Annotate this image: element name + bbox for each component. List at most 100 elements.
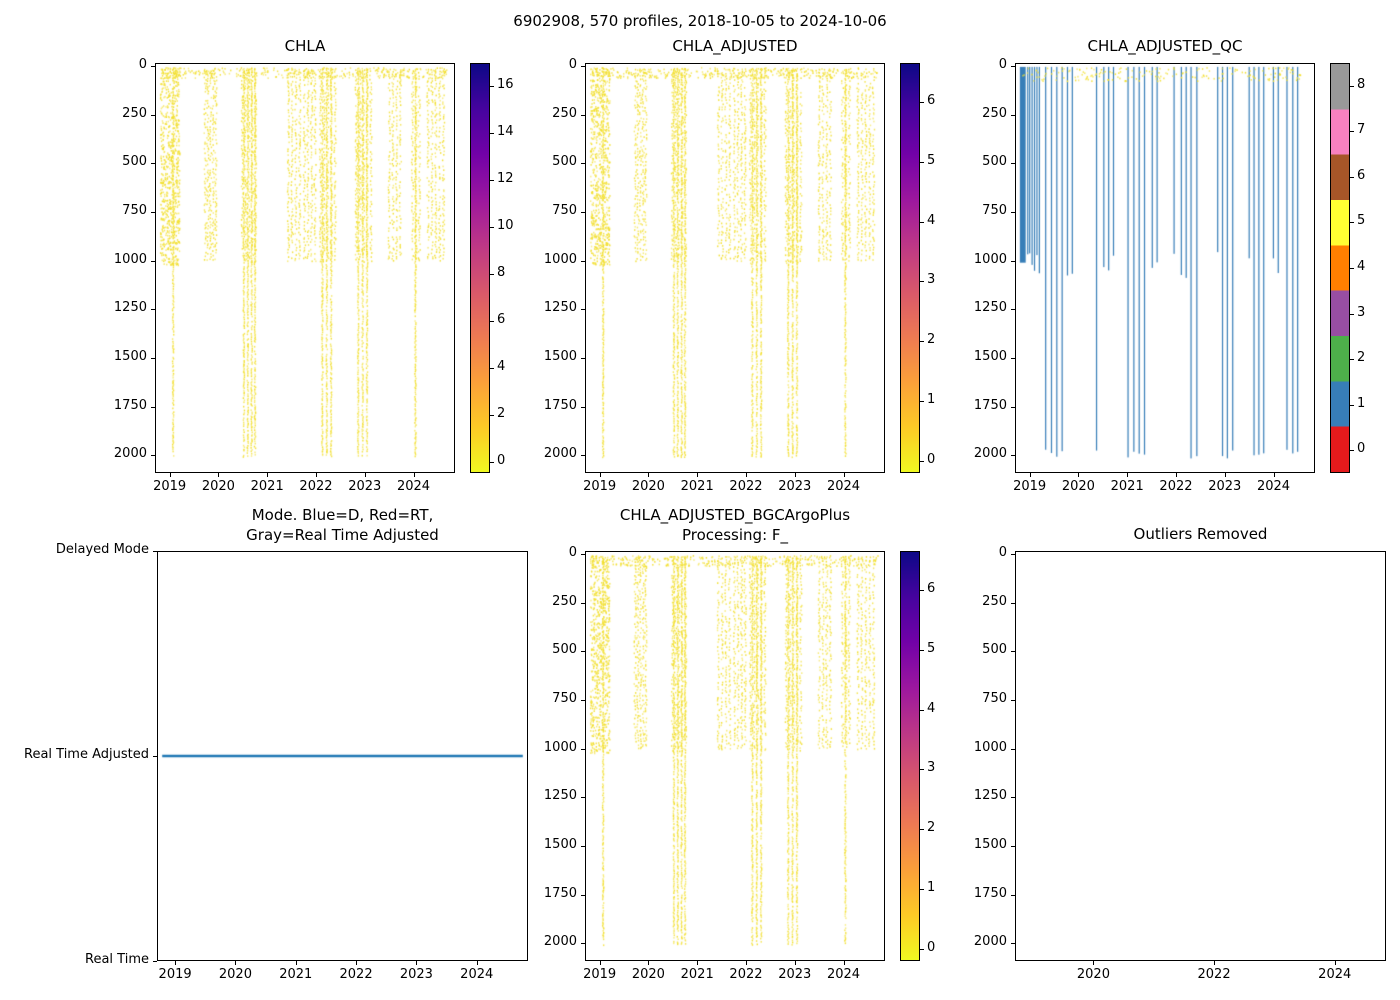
subplot-title: Outliers Removed — [1133, 525, 1268, 543]
y-tick-label: 750 — [552, 203, 577, 218]
tick-mark — [920, 341, 924, 343]
plot-area — [585, 63, 885, 473]
plot-canvas — [1016, 64, 1314, 472]
y-tick-label: 250 — [122, 105, 147, 121]
colorbar-tick-label: 1 — [927, 880, 936, 896]
colorbar-tick-label: 8 — [1357, 76, 1366, 92]
tick-mark — [581, 114, 585, 116]
tick-mark — [151, 260, 155, 262]
tick-mark — [581, 65, 585, 67]
y-category-label: Real Time — [85, 952, 149, 967]
x-tick-label: 2024 — [826, 967, 861, 982]
plot-area — [1015, 551, 1386, 961]
y-tick-label: 1250 — [543, 300, 577, 316]
tick-mark — [151, 163, 155, 165]
x-tick-label: 2024 — [826, 479, 861, 494]
y-tick-label: 2000 — [113, 446, 147, 462]
tick-mark — [1011, 406, 1015, 408]
colorbar — [470, 63, 490, 473]
tick-mark — [1078, 473, 1080, 477]
colorbar-tick-label: 10 — [497, 218, 514, 234]
colorbar-tick-label: 0 — [927, 452, 936, 468]
y-tick-label: 1250 — [113, 300, 147, 316]
colorbar-tick-label: 7 — [1357, 122, 1366, 138]
tick-mark — [490, 133, 494, 135]
y-tick-label: 0 — [568, 544, 577, 560]
y-tick-label: 1500 — [543, 837, 577, 853]
plot-area — [155, 63, 455, 473]
plot-canvas — [1016, 552, 1385, 960]
y-tick-label: 750 — [982, 203, 1007, 218]
tick-mark — [490, 321, 494, 323]
tick-mark — [920, 889, 924, 891]
x-tick-label: 2020 — [1076, 967, 1110, 982]
figure-suptitle: 6902908, 570 profiles, 2018-10-05 to 202… — [513, 12, 887, 30]
tick-mark — [581, 700, 585, 701]
y-tick-label: 500 — [552, 642, 577, 658]
x-tick-label: 2021 — [279, 967, 313, 982]
tick-mark — [151, 406, 155, 408]
tick-mark — [490, 274, 494, 276]
tick-mark — [1011, 894, 1015, 896]
y-tick-label: 500 — [122, 154, 147, 170]
colorbar-tick-label: 3 — [927, 760, 936, 776]
x-tick-label: 2022 — [729, 479, 763, 494]
tick-mark — [1334, 961, 1336, 965]
y-tick-label: 1000 — [543, 251, 577, 267]
x-tick-label: 2023 — [1208, 479, 1242, 494]
tick-mark — [490, 415, 494, 417]
y-tick-label: 500 — [552, 154, 577, 170]
x-tick-label: 2024 — [1256, 479, 1291, 494]
x-tick-label: 2024 — [396, 479, 431, 494]
x-tick-label: 2019 — [158, 967, 192, 982]
x-tick-label: 2021 — [250, 479, 284, 494]
tick-mark — [267, 473, 269, 477]
colorbar-tick-label: 14 — [497, 124, 514, 140]
tick-mark — [490, 86, 494, 88]
tick-mark — [920, 949, 924, 951]
tick-mark — [1011, 700, 1015, 701]
y-tick-label: 2000 — [543, 446, 577, 462]
plot-area — [585, 551, 885, 961]
plot-area — [1015, 63, 1315, 473]
tick-mark — [1350, 222, 1354, 224]
colorbar-tick-label: 2 — [927, 820, 936, 836]
tick-mark — [1011, 553, 1015, 555]
y-tick-label: 0 — [568, 56, 577, 72]
y-tick-label: 0 — [138, 56, 147, 72]
tick-mark — [1011, 748, 1015, 750]
x-tick-label: 2022 — [729, 967, 763, 982]
colorbar-tick-label: 4 — [1357, 259, 1366, 274]
tick-mark — [151, 455, 155, 457]
tick-mark — [648, 961, 650, 965]
tick-mark — [1350, 85, 1354, 87]
tick-mark — [920, 281, 924, 283]
tick-mark — [153, 551, 157, 552]
y-tick-label: 250 — [982, 105, 1007, 121]
y-tick-label: 1750 — [113, 397, 147, 413]
tick-mark — [581, 602, 585, 604]
tick-mark — [581, 309, 585, 311]
tick-mark — [581, 455, 585, 457]
y-category-label: Delayed Mode — [55, 542, 149, 557]
tick-mark — [1175, 473, 1177, 477]
y-tick-label: 1000 — [543, 739, 577, 755]
colorbar-tick-label: 2 — [1357, 350, 1366, 366]
x-tick-label: 2020 — [631, 479, 665, 494]
y-tick-label: 0 — [998, 544, 1007, 560]
tick-mark — [581, 358, 585, 360]
tick-mark — [315, 473, 317, 477]
y-tick-label: 1750 — [973, 397, 1007, 413]
y-tick-label: 750 — [552, 691, 577, 706]
tick-mark — [581, 748, 585, 750]
y-tick-label: 1750 — [973, 885, 1007, 901]
tick-mark — [581, 894, 585, 896]
x-tick-label: 2022 — [299, 479, 333, 494]
tick-mark — [1011, 797, 1015, 799]
plot-canvas — [586, 64, 884, 472]
tick-mark — [169, 473, 171, 477]
colorbar — [900, 63, 920, 473]
x-tick-label: 2023 — [399, 967, 433, 982]
